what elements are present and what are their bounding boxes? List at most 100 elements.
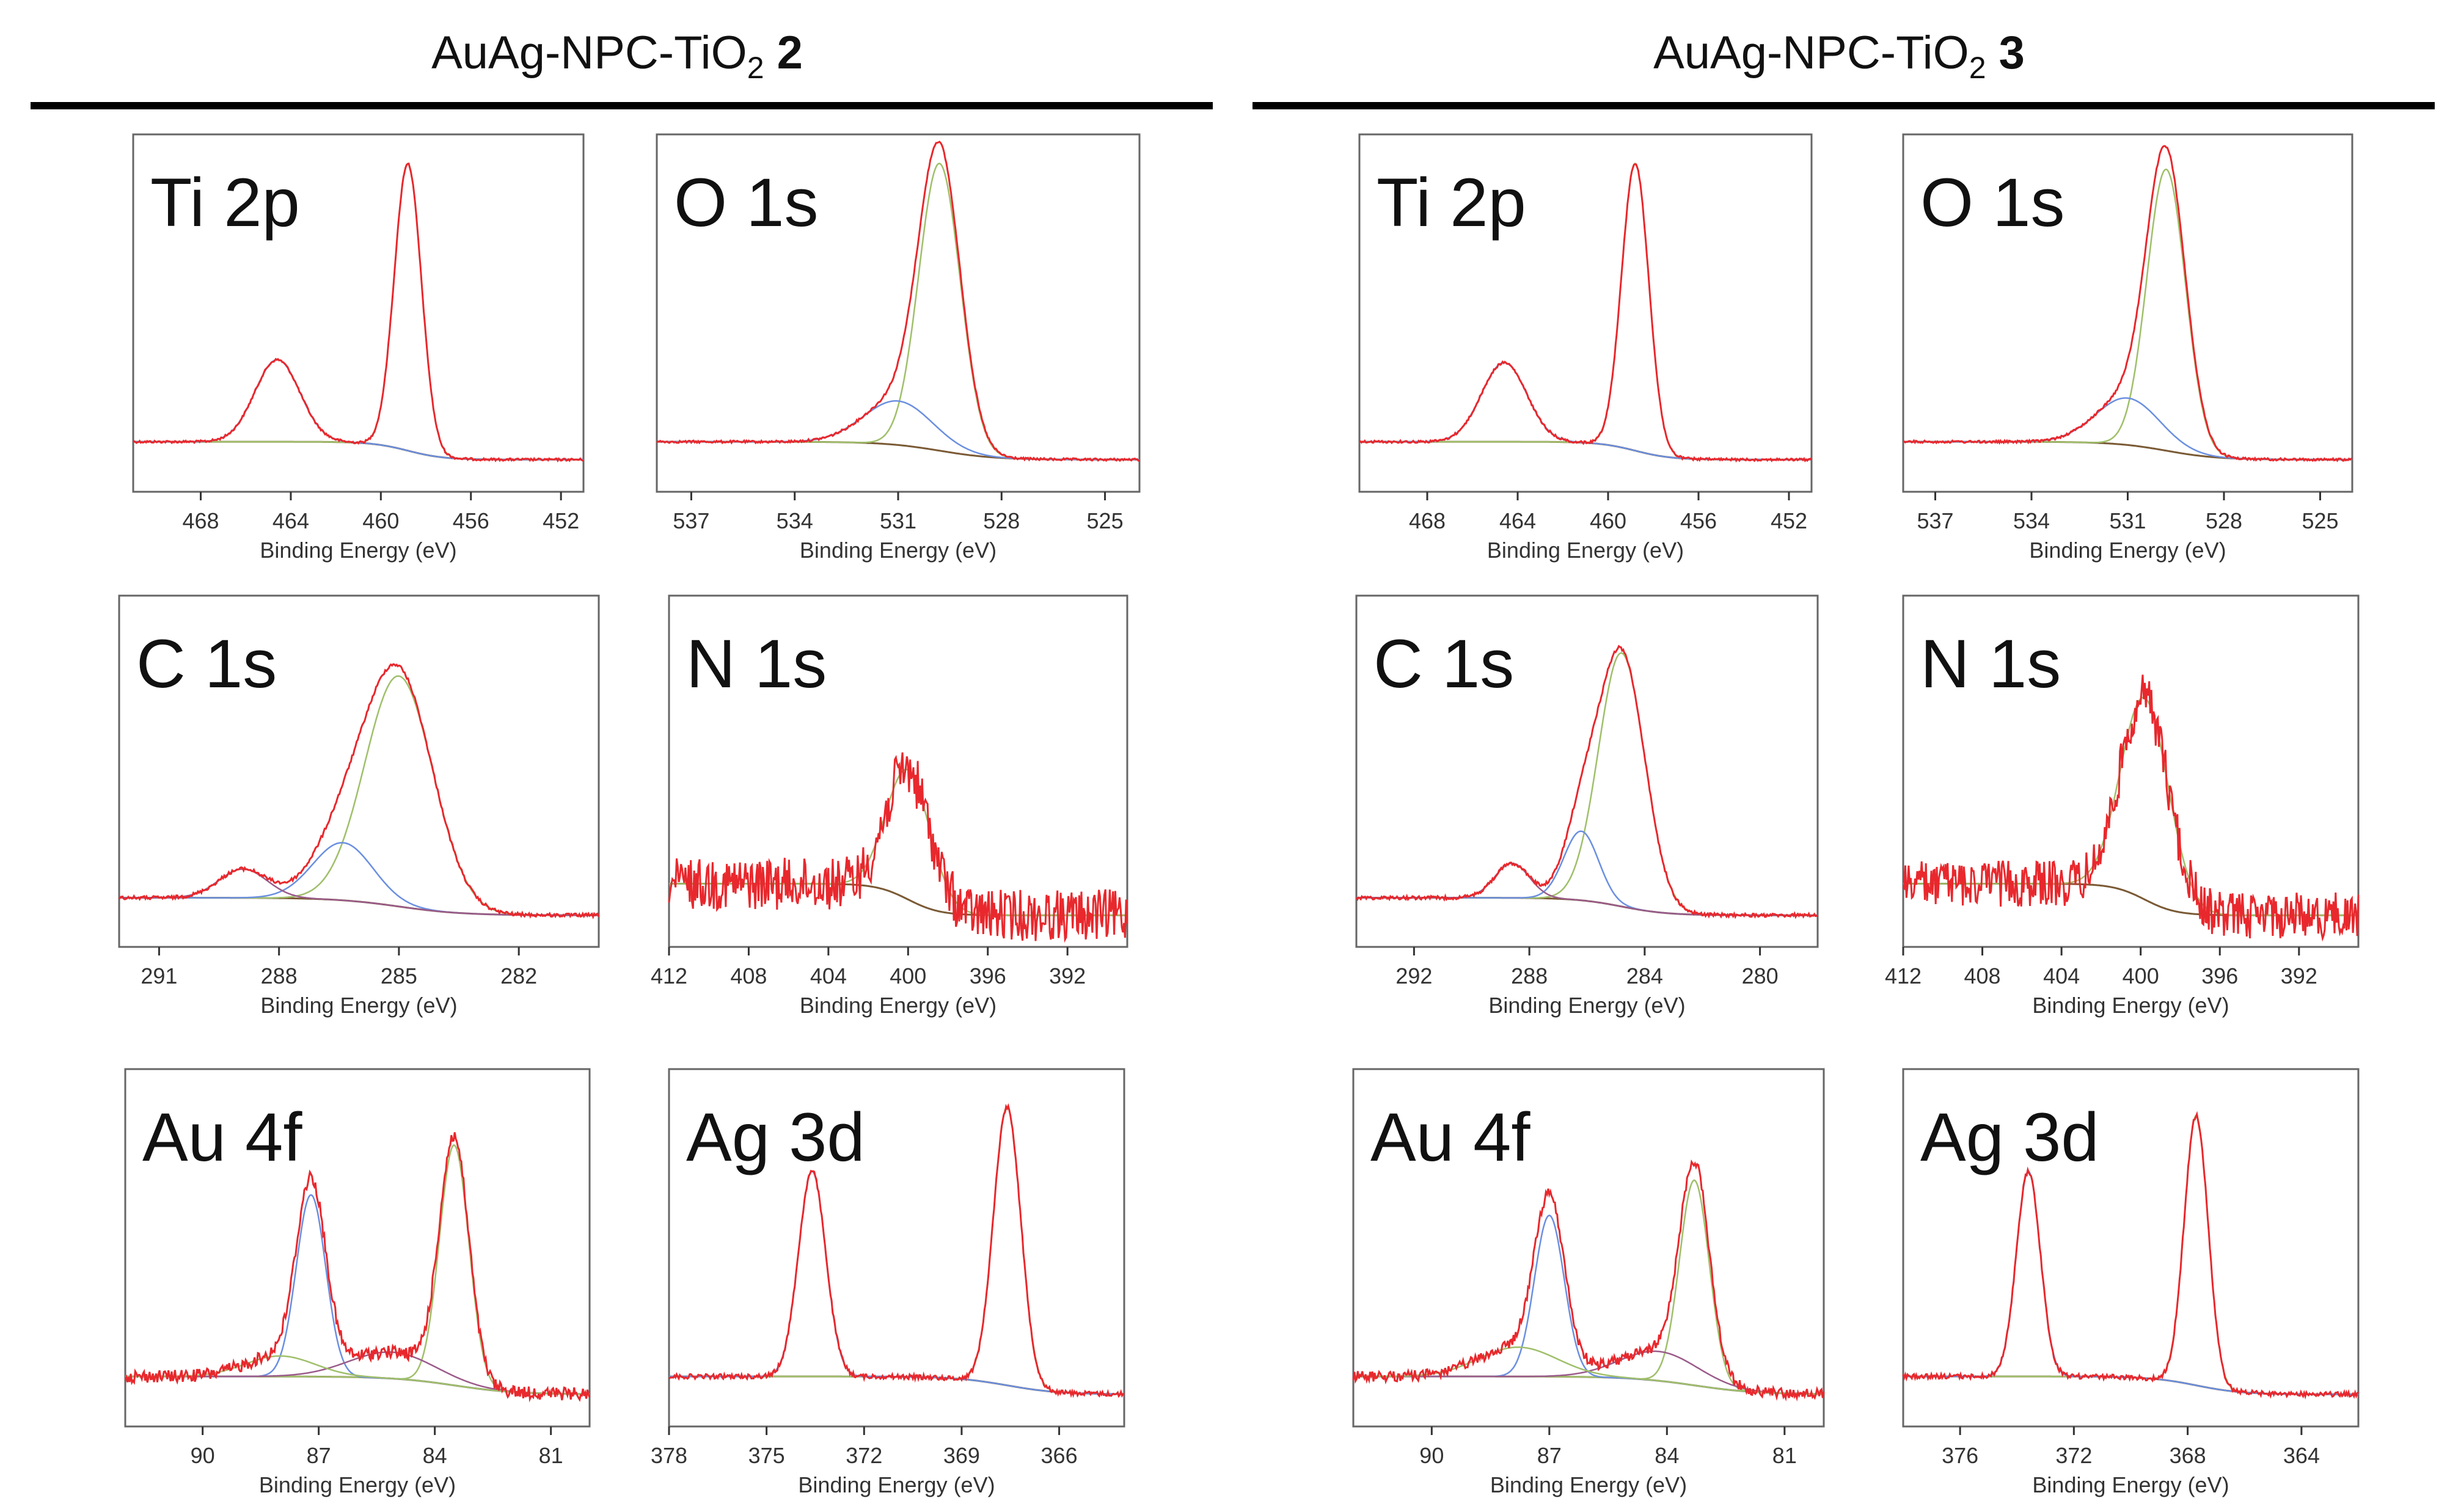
x-tick-label: 369	[943, 1443, 980, 1468]
panel-label: N 1s	[1920, 626, 2061, 702]
x-tick-label: 376	[1942, 1443, 1978, 1468]
panel-g1-n-1s: N 1s 412 408 404 400 396 392 Binding Energy (eV…	[651, 594, 1128, 1018]
plot-frame	[1358, 133, 1813, 493]
series-spectrum	[1902, 1111, 2360, 1400]
x-tick-label: 456	[1680, 508, 1717, 533]
x-tick-label: 534	[2013, 508, 2050, 533]
x-tick-label: 412	[1885, 963, 1922, 988]
x-tick-label: 525	[1087, 508, 1124, 533]
panel-g2-au-4f: Au 4f 90 87 84 81 Binding Energy (eV)	[1352, 1068, 1825, 1497]
x-tick-label: 392	[1049, 963, 1086, 988]
x-tick-label: 408	[730, 963, 767, 988]
x-axis-label: Binding Energy (eV)	[1487, 538, 1684, 563]
panel-label: Ti 2p	[150, 164, 300, 241]
group-divider-2	[1252, 102, 2435, 109]
x-axis-label: Binding Energy (eV)	[260, 538, 456, 563]
x-axis-label: Binding Energy (eV)	[259, 1472, 456, 1497]
panel-g1-au-4f: Au 4f 90 87 84 81 Binding Energy (eV)	[124, 1068, 591, 1497]
series-spectrum	[668, 1103, 1125, 1398]
x-tick-label: 285	[381, 963, 417, 988]
plot-frame	[1352, 1068, 1825, 1428]
x-tick-label: 460	[362, 508, 399, 533]
series-component-n	[669, 769, 1127, 916]
panel-label: O 1s	[1920, 164, 2065, 241]
plot-frame	[1355, 594, 1819, 948]
x-tick-label: 284	[1626, 963, 1663, 988]
group-title-1: AuAg-NPC-TiO2 2	[431, 27, 803, 85]
x-tick-label: 468	[183, 508, 219, 533]
x-tick-label: 84	[423, 1443, 447, 1468]
panel-label: N 1s	[686, 626, 827, 702]
panel-g2-n-1s: N 1s 412 408 404 400 396 392 Binding Energy (eV…	[1885, 594, 2360, 1018]
series-spectrum	[1902, 674, 2360, 942]
x-tick-label: 537	[673, 508, 709, 533]
x-tick-label: 84	[1655, 1443, 1679, 1468]
group-divider-1	[31, 102, 1213, 109]
x-axis-label: Binding Energy (eV)	[1488, 993, 1685, 1018]
x-tick-label: 404	[810, 963, 847, 988]
x-tick-label: 452	[1771, 508, 1807, 533]
x-tick-label: 378	[651, 1443, 687, 1468]
x-tick-label: 460	[1590, 508, 1626, 533]
x-tick-label: 531	[880, 508, 916, 533]
x-tick-label: 87	[307, 1443, 331, 1468]
x-tick-label: 537	[1917, 508, 1953, 533]
x-tick-label: 81	[1772, 1443, 1797, 1468]
group-title-2: AuAg-NPC-TiO2 3	[1653, 27, 2025, 85]
x-tick-label: 375	[748, 1443, 785, 1468]
x-tick-label: 372	[2055, 1443, 2092, 1468]
plot-frame	[1902, 133, 2353, 493]
series-spectrum	[1352, 1159, 1825, 1402]
x-tick-label: 408	[1964, 963, 2001, 988]
x-tick-label: 292	[1395, 963, 1432, 988]
panel-g1-o-1s: O 1s 537 534 531 528 525 Binding Energy (eV)	[656, 133, 1141, 563]
series-spectrum	[668, 752, 1128, 943]
plot-frame	[668, 1068, 1125, 1428]
plot-frame	[1902, 1068, 2360, 1428]
x-axis-label: Binding Energy (eV)	[2029, 538, 2226, 563]
panel-label: Ag 3d	[686, 1099, 865, 1175]
x-tick-label: 464	[272, 508, 309, 533]
panel-label: C 1s	[1373, 626, 1514, 702]
x-tick-label: 528	[2206, 508, 2242, 533]
x-tick-label: 291	[141, 963, 177, 988]
x-tick-label: 412	[651, 963, 687, 988]
panel-g2-o-1s: O 1s 537 534 531 528 525 Binding Energy (eV)	[1902, 133, 2353, 563]
panel-g1-ti-2p: Ti 2p 468 464 460 456 452 Binding Energy (eV)	[132, 133, 585, 563]
x-tick-label: 81	[539, 1443, 563, 1468]
x-tick-label: 366	[1041, 1443, 1078, 1468]
x-axis-label: Binding Energy (eV)	[2032, 993, 2229, 1018]
panel-label: Au 4f	[142, 1099, 302, 1175]
x-axis-label: Binding Energy (eV)	[798, 1472, 995, 1497]
x-tick-label: 364	[2283, 1443, 2320, 1468]
plot-frame	[118, 594, 600, 948]
plot-frame	[668, 594, 1128, 948]
x-tick-label: 90	[191, 1443, 215, 1468]
series-spectrum	[133, 162, 584, 463]
x-tick-label: 288	[261, 963, 298, 988]
x-tick-label: 531	[2109, 508, 2146, 533]
x-tick-label: 525	[2302, 508, 2338, 533]
panel-g1-c-1s: C 1s 291 288 285 282 Binding Energy (eV)	[118, 594, 600, 1018]
plot-frame	[124, 1068, 591, 1428]
panel-label: O 1s	[674, 164, 819, 241]
x-tick-label: 288	[1511, 963, 1548, 988]
x-tick-label: 528	[983, 508, 1020, 533]
x-tick-label: 87	[1537, 1443, 1562, 1468]
x-axis-label: Binding Energy (eV)	[1490, 1472, 1687, 1497]
x-axis-label: Binding Energy (eV)	[800, 538, 996, 563]
x-tick-label: 372	[846, 1443, 882, 1468]
x-tick-label: 400	[2123, 963, 2159, 988]
x-tick-label: 396	[2201, 963, 2238, 988]
x-tick-label: 396	[970, 963, 1006, 988]
x-tick-label: 534	[777, 508, 813, 533]
series-spectrum	[1355, 645, 1818, 919]
x-tick-label: 280	[1742, 963, 1779, 988]
panel-label: Ti 2p	[1377, 164, 1526, 241]
series-spectrum	[118, 663, 600, 920]
x-tick-label: 392	[2281, 963, 2317, 988]
panel-g1-ag-3d: Ag 3d 378 375 372 369 366 Binding Energy (eV)	[651, 1068, 1125, 1497]
panel-label: Au 4f	[1370, 1099, 1530, 1175]
